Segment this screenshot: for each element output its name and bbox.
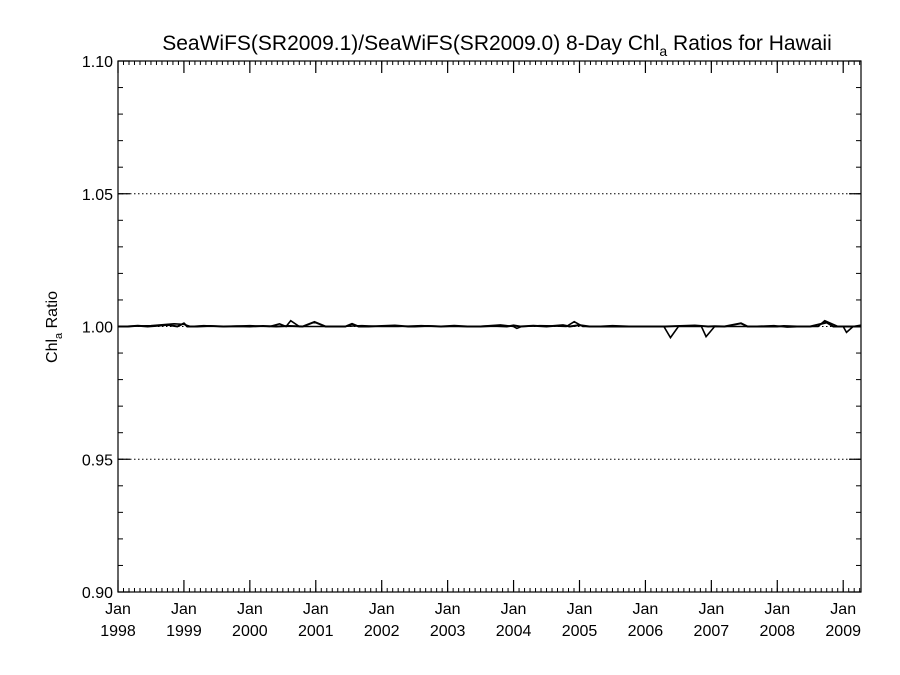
minor-ticks (117, 60, 861, 593)
y-axis-label: Chla Ratio (44, 291, 65, 363)
y-tick-label: 0.95 (82, 452, 113, 469)
x-tick-label-year: 2004 (496, 623, 532, 640)
y-axis-label-prefix: Chl (44, 339, 61, 363)
x-tick-label-month: Jan (830, 601, 856, 618)
y-tick-label: 1.00 (82, 320, 113, 337)
x-tick-label-year: 2003 (430, 623, 466, 640)
x-tick-label-year: 2008 (759, 623, 795, 640)
x-tick-labels: Jan 1998 Jan 1999 Jan 2000 Jan 2001 Jan 2002 Jan 20… (100, 601, 861, 640)
y-axis-label-subscript: a (53, 332, 65, 339)
chart-title-prefix: SeaWiFS(SR2009.1)/SeaWiFS(SR2009.0) 8-Da… (162, 32, 659, 55)
x-tick-label-year: 2006 (628, 623, 664, 640)
x-tick-label-month: Jan (698, 601, 724, 618)
x-tick-label-year: 2009 (825, 623, 861, 640)
x-tick-label-month: Jan (171, 601, 197, 618)
x-tick-label-month: Jan (369, 601, 395, 618)
y-tick-label: 1.05 (82, 187, 113, 204)
y-tick-labels: 0.90 0.95 1.00 1.05 1.10 (82, 54, 113, 602)
x-tick-label-month: Jan (237, 601, 263, 618)
series-line (117, 319, 862, 340)
x-tick-label-year: 2001 (298, 623, 334, 640)
plot-frame (117, 60, 862, 593)
series-lines (117, 319, 862, 340)
x-tick-label-month: Jan (633, 601, 659, 618)
chart-title: SeaWiFS(SR2009.1)/SeaWiFS(SR2009.0) 8-Da… (162, 32, 832, 59)
x-tick-label-month: Jan (435, 601, 461, 618)
chart-title-subscript: a (659, 43, 667, 59)
x-tick-label-year: 2005 (562, 623, 598, 640)
y-axis-label-suffix: Ratio (44, 291, 61, 333)
x-tick-label-year: 2002 (364, 623, 400, 640)
x-tick-label-year: 1999 (166, 623, 202, 640)
chart-title-suffix: Ratios for Hawaii (667, 32, 832, 55)
x-tick-label-month: Jan (567, 601, 593, 618)
x-tick-label-month: Jan (764, 601, 790, 618)
x-tick-label-year: 1998 (100, 623, 136, 640)
x-tick-label-month: Jan (303, 601, 329, 618)
x-tick-label-month: Jan (501, 601, 527, 618)
y-tick-label: 1.10 (82, 54, 113, 71)
x-tick-label-year: 2007 (694, 623, 730, 640)
x-tick-label-month: Jan (105, 601, 131, 618)
y-tick-label: 0.90 (82, 585, 113, 602)
x-tick-label-year: 2000 (232, 623, 268, 640)
